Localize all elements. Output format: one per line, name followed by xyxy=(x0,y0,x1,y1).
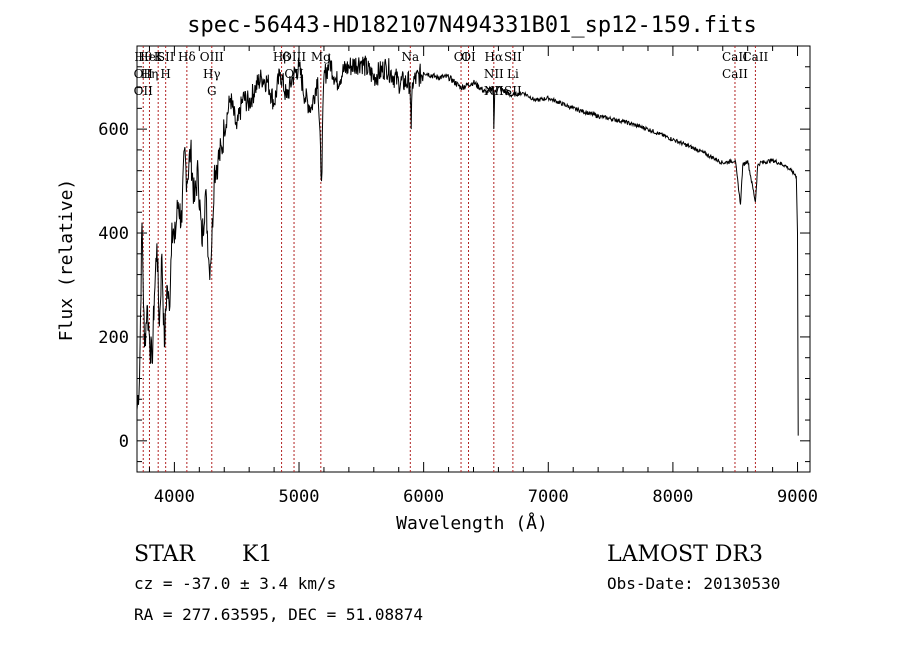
line-label: CaII xyxy=(722,67,748,81)
y-tick-label: 200 xyxy=(98,328,129,348)
line-label: Hβ xyxy=(273,50,290,64)
line-label: Li xyxy=(507,67,519,81)
plot-frame xyxy=(136,45,811,473)
line-label: H xyxy=(160,67,170,81)
object-subclass: K1 xyxy=(242,542,272,567)
line-label: Hθ xyxy=(134,50,152,64)
x-tick-label: 6000 xyxy=(403,487,444,507)
line-label: NII xyxy=(484,67,504,81)
y-tick-label: 600 xyxy=(98,120,129,140)
line-label: SII xyxy=(504,50,522,64)
spectrum-line xyxy=(136,53,799,436)
line-label: Hα xyxy=(485,50,504,64)
y-tick-label: 400 xyxy=(98,224,129,244)
line-label: Hδ xyxy=(178,50,196,64)
coordinates: RA = 277.63595, DEC = 51.08874 xyxy=(134,605,423,624)
line-label: Na xyxy=(401,50,419,64)
line-label: Hγ xyxy=(203,67,221,81)
y-axis-ticks: 0 200 400 600 xyxy=(98,45,810,463)
line-label: HeI xyxy=(138,50,161,64)
chart-title: spec-56443-HD182107N494331B01_sp12-159.f… xyxy=(187,13,757,38)
line-label: OI xyxy=(461,50,476,64)
line-label: OII xyxy=(134,84,154,98)
line-label: OI xyxy=(454,50,469,64)
line-label: G xyxy=(207,84,217,98)
x-axis-ticks: 4000 5000 6000 7000 8000 9000 xyxy=(148,46,818,507)
line-label: Mg xyxy=(311,50,331,64)
y-axis-label: Flux (relative) xyxy=(56,179,77,342)
line-label: OII xyxy=(134,67,154,81)
line-label: OIII xyxy=(282,50,306,64)
x-tick-label: 9000 xyxy=(777,487,818,507)
observation-date: Obs-Date: 20130530 xyxy=(607,574,780,593)
y-tick-label: 0 xyxy=(119,432,129,452)
line-label: K xyxy=(154,50,164,64)
x-tick-label: 7000 xyxy=(528,487,569,507)
line-label: SII xyxy=(157,50,175,64)
line-label: CaII xyxy=(722,50,748,64)
x-axis-label: Wavelength (Å) xyxy=(396,512,548,534)
line-label: Hη xyxy=(141,67,159,81)
object-class: STAR xyxy=(134,542,196,567)
x-tick-label: 8000 xyxy=(652,487,693,507)
x-tick-label: 5000 xyxy=(279,487,320,507)
redshift-velocity: cz = -37.0 ± 3.4 km/s xyxy=(134,574,336,593)
x-tick-label: 4000 xyxy=(154,487,195,507)
line-label: CaII xyxy=(742,50,768,64)
line-label: OIII xyxy=(200,50,224,64)
survey-name: LAMOST DR3 xyxy=(607,542,763,567)
